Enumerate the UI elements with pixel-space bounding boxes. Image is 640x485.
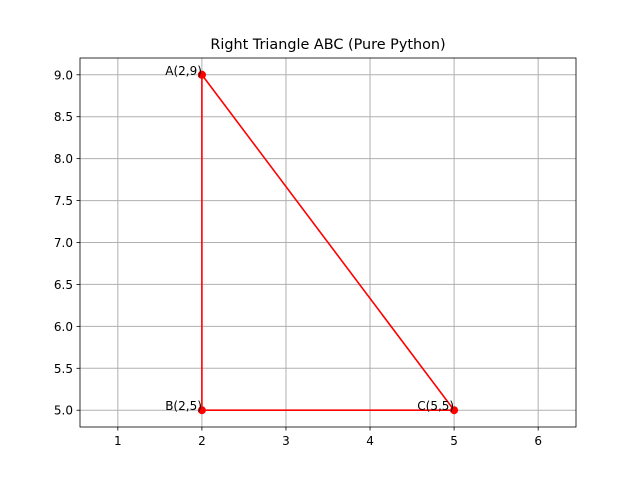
- y-tick-label: 8.0: [54, 152, 73, 166]
- y-tick-label: 9.0: [54, 68, 73, 82]
- vertex-marker: [197, 70, 206, 79]
- x-tick-label: 1: [114, 434, 122, 448]
- y-tick-label: 5.5: [54, 362, 73, 376]
- vertex-marker: [450, 406, 459, 415]
- x-tick-label: 2: [198, 434, 206, 448]
- y-tick-label: 6.0: [54, 320, 73, 334]
- x-tick-label: 5: [450, 434, 458, 448]
- y-tick-label: 8.5: [54, 110, 73, 124]
- x-axis-ticks: 1 2 3 4 5 6: [114, 427, 542, 448]
- x-tick-label: 6: [534, 434, 542, 448]
- series-layer: [197, 70, 459, 415]
- vertex-label: C(5,5): [417, 399, 454, 413]
- vertex-marker: [197, 406, 206, 415]
- y-tick-label: 6.5: [54, 278, 73, 292]
- axes-frame: [79, 57, 577, 428]
- x-tick-label: 3: [282, 434, 290, 448]
- y-tick-label: 7.5: [54, 194, 73, 208]
- chart-title: Right Triangle ABC (Pure Python): [210, 37, 445, 53]
- vertex-label: B(2,5): [165, 399, 202, 413]
- y-axis-ticks: 5.0 5.5 6.0 6.5 7.0 7.5 8.0 8.5 9.0: [54, 68, 80, 418]
- y-tick-label: 5.0: [54, 404, 73, 418]
- vertex-label: A(2,9): [165, 64, 202, 78]
- x-tick-label: 4: [366, 434, 374, 448]
- point-labels: A(2,9) B(2,5) C(5,5): [165, 64, 454, 413]
- triangle-edges: [201, 74, 455, 412]
- y-tick-label: 7.0: [54, 236, 73, 250]
- grid-layer: [80, 58, 576, 427]
